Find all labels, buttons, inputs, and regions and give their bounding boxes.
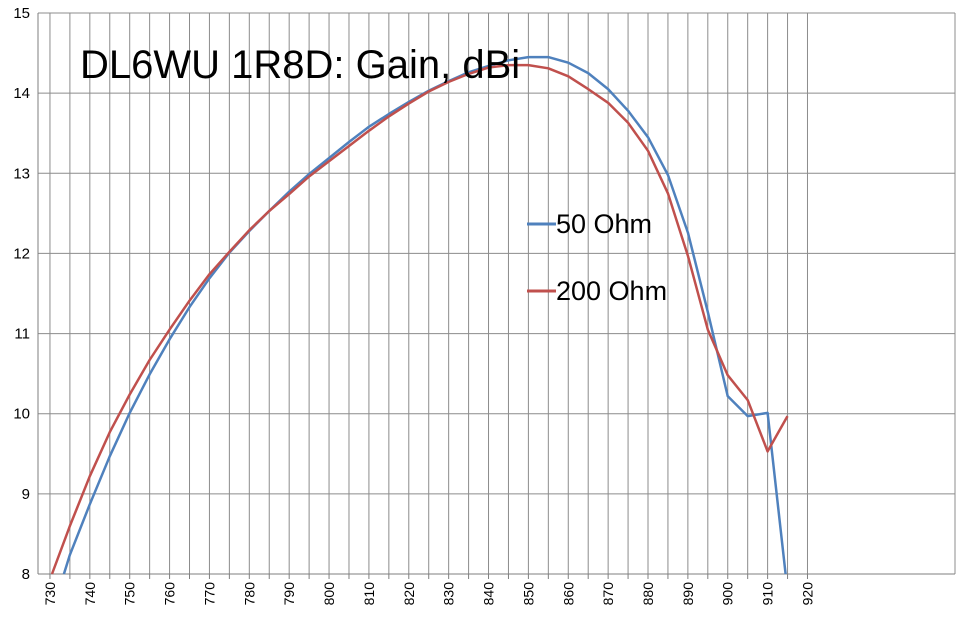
- legend-label: 200 Ohm: [556, 276, 667, 306]
- x-tick-label: 800: [321, 582, 337, 606]
- chart-title: DL6WU 1R8D: Gain, dBi: [80, 43, 520, 87]
- y-tick-label: 14: [13, 85, 30, 102]
- x-tick-labels: 730 740 750 760 770 780 790 800 810 820 830 840 850 8…: [42, 582, 816, 606]
- y-tick-label: 13: [13, 165, 30, 182]
- x-tick-label: 760: [162, 582, 178, 606]
- x-tick-label: 810: [361, 582, 377, 606]
- series-lines: [50, 55, 789, 575]
- x-tick-label: 750: [122, 582, 138, 606]
- x-tick-label: 920: [799, 582, 815, 606]
- x-tick-label: 840: [481, 582, 497, 606]
- legend: 50 Ohm 200 Ohm: [527, 209, 667, 306]
- axes: [37, 13, 955, 579]
- y-tick-label: 9: [22, 486, 30, 503]
- x-tick-label: 820: [401, 582, 417, 606]
- x-tick-label: 740: [82, 582, 98, 606]
- x-tick-label: 730: [42, 582, 58, 606]
- series-line-200-ohm: [50, 63, 789, 575]
- y-tick-label: 15: [13, 5, 30, 22]
- x-tick-label: 860: [560, 582, 576, 606]
- y-tick-label: 11: [14, 326, 30, 343]
- x-tick-label: 910: [760, 582, 776, 606]
- x-tick-label: 870: [600, 582, 616, 606]
- y-tick-label: 10: [13, 406, 30, 423]
- x-tick-label: 830: [441, 582, 457, 606]
- y-tick-label: 8: [22, 566, 30, 583]
- y-tick-labels: 8 9 10 11 12 13 14 15: [13, 5, 30, 583]
- vertical-gridlines: [49, 13, 956, 574]
- x-tick-label: 890: [680, 582, 696, 606]
- x-tick-label: 770: [201, 582, 217, 606]
- x-tick-label: 790: [281, 582, 297, 606]
- x-tick-label: 850: [520, 582, 536, 606]
- x-tick-label: 880: [640, 582, 656, 606]
- x-tick-label: 900: [720, 582, 736, 606]
- legend-label: 50 Ohm: [556, 209, 652, 239]
- x-tick-label: 780: [241, 582, 257, 606]
- y-tick-label: 12: [13, 245, 30, 262]
